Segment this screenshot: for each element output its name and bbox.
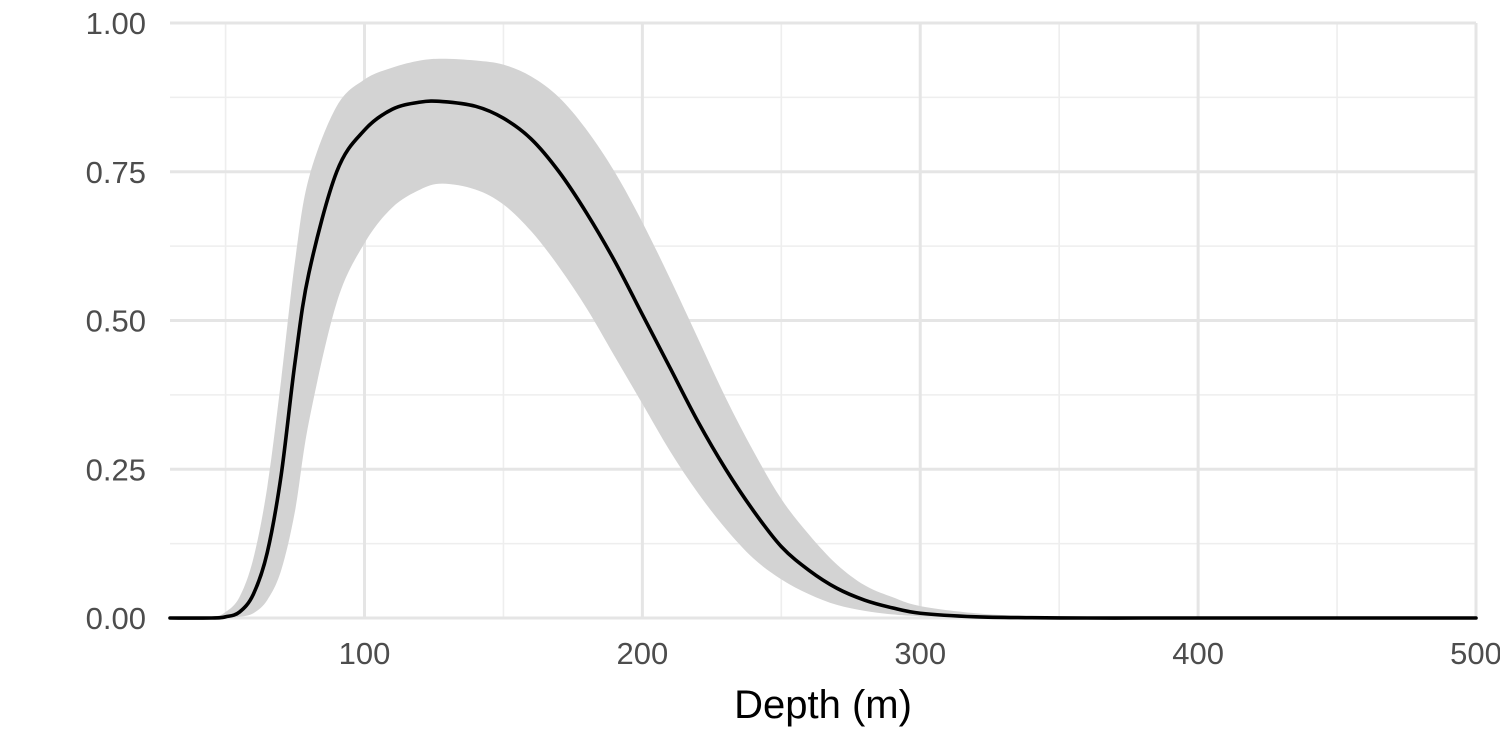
- x-tick-label: 100: [339, 636, 391, 671]
- y-tick-label: 1.00: [86, 6, 146, 41]
- series-line: [168, 99, 1478, 620]
- confidence-ribbon: [170, 58, 1476, 619]
- major-gridlines: [170, 21, 1478, 620]
- y-tick-label: 0.50: [86, 304, 146, 339]
- x-tick-label: 300: [894, 636, 946, 671]
- x-axis-title: Depth (m): [734, 683, 912, 727]
- x-axis-tick-labels: 100 200 300 400 500: [339, 636, 1500, 671]
- x-tick-label: 400: [1172, 636, 1224, 671]
- x-tick-label: 500: [1450, 636, 1500, 671]
- y-tick-label: 0.00: [86, 601, 146, 636]
- y-tick-label: 0.25: [86, 452, 146, 487]
- x-tick-label: 200: [617, 636, 669, 671]
- y-axis-tick-labels: 0.00 0.25 0.50 0.75 1.00: [86, 6, 146, 636]
- y-tick-label: 0.75: [86, 155, 146, 190]
